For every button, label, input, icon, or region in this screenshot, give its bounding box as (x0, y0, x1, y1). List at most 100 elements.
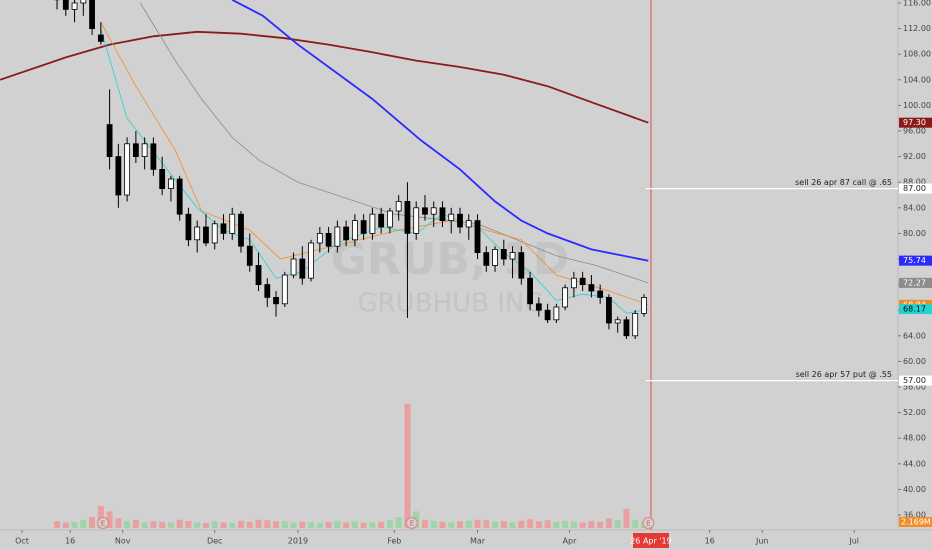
y-tick-label: 64.00 (903, 331, 926, 340)
candle-body (220, 223, 227, 234)
event-marker (405, 517, 418, 529)
volume-bar (448, 522, 455, 528)
volume-bar (421, 519, 428, 528)
candle-body (281, 274, 288, 305)
price-label: 68.17 (903, 305, 926, 314)
candle-body (395, 200, 402, 212)
candle-body (351, 220, 358, 241)
y-tick-label: 52.00 (903, 408, 926, 417)
volume-bar (264, 520, 271, 528)
candle-body (579, 277, 586, 286)
volume-bar (115, 518, 122, 528)
x-tick-label: 2019 (288, 537, 308, 546)
volume-bar (395, 516, 402, 528)
volume-bar (185, 521, 192, 528)
candle-body (255, 264, 262, 285)
y-tick-label: 84.00 (903, 203, 926, 212)
event-label: E (101, 520, 105, 528)
volume-bar (614, 520, 621, 528)
candle-body (238, 213, 244, 247)
price-label: 97.30 (903, 118, 926, 127)
candle-body (194, 226, 201, 241)
candle-body (483, 252, 490, 266)
candle-body (229, 213, 236, 234)
candle-body (97, 34, 104, 42)
volume-bar (54, 521, 61, 528)
volume-bar (605, 518, 612, 528)
y-tick-label: 108.00 (903, 50, 931, 59)
volume-bar (290, 522, 297, 528)
watermark: GRUBHUB INC (357, 289, 542, 319)
candle-body (465, 220, 472, 228)
price-label-box (899, 183, 932, 194)
candle-body (369, 213, 376, 234)
x-tick-label: 16 (65, 537, 75, 546)
event-marker (97, 517, 110, 529)
volume-bar (570, 521, 577, 528)
candle-body (115, 156, 122, 196)
candle-body (159, 168, 166, 189)
price-label: 57.00 (903, 376, 926, 385)
x-tick-label: Mar (470, 537, 486, 546)
volume-bar (159, 521, 166, 528)
candle-body (334, 226, 341, 247)
volume-bar (334, 520, 341, 528)
volume-bar (509, 522, 516, 528)
candle-body (570, 277, 577, 289)
candle-body (343, 226, 350, 241)
y-tick-label: 92.00 (903, 152, 926, 161)
y-tick-label: 36.00 (903, 511, 926, 520)
candle-body (544, 309, 551, 321)
volume-label-box (899, 517, 932, 527)
price-label-box (899, 304, 932, 315)
volume-bar (553, 521, 560, 528)
volume-bar (80, 519, 87, 528)
y-tick-label: 112.00 (903, 24, 931, 33)
price-label-box (899, 117, 932, 128)
y-tick-label: 44.00 (903, 459, 926, 468)
volume-bar (325, 521, 332, 528)
candle-body (518, 252, 525, 279)
moving-average (100, 28, 649, 314)
event-label: E (646, 520, 650, 528)
candle-body (588, 284, 595, 292)
volume-bar (544, 520, 551, 528)
x-tick-label: 16 (705, 537, 715, 546)
price-label-box (899, 375, 932, 386)
candle-body (492, 248, 498, 266)
candle-body (448, 213, 455, 221)
watermark: GRUB, 1D (331, 234, 569, 285)
volume-bar (211, 521, 218, 528)
candle-body (360, 220, 367, 234)
candle-body (641, 296, 647, 314)
volume-bar (492, 521, 499, 528)
volume-bar (562, 520, 569, 528)
volume-bar (273, 521, 280, 528)
candle-body (535, 303, 542, 311)
candle-body (606, 296, 612, 324)
volume-bar (316, 523, 323, 528)
volume-bar (439, 521, 446, 528)
candle-body (457, 213, 463, 228)
volume-bar (632, 519, 639, 528)
volume-bar (62, 522, 69, 528)
candle-body (273, 296, 279, 305)
candle-body (474, 220, 481, 254)
candle-body (527, 277, 533, 305)
volume-bar (150, 521, 157, 528)
y-tick-label: 104.00 (903, 75, 931, 84)
volume-bar (483, 520, 490, 528)
volume-bar (255, 519, 262, 528)
candle-body (62, 0, 69, 10)
candle-body (632, 312, 639, 337)
volume-bar (308, 522, 315, 528)
candle-body (597, 290, 604, 298)
candle-body (378, 213, 385, 228)
moving-average (231, 0, 649, 262)
volume-bar (386, 520, 393, 528)
volume-bar (281, 521, 288, 528)
candle-body (562, 287, 569, 308)
price-label-box (899, 277, 932, 288)
